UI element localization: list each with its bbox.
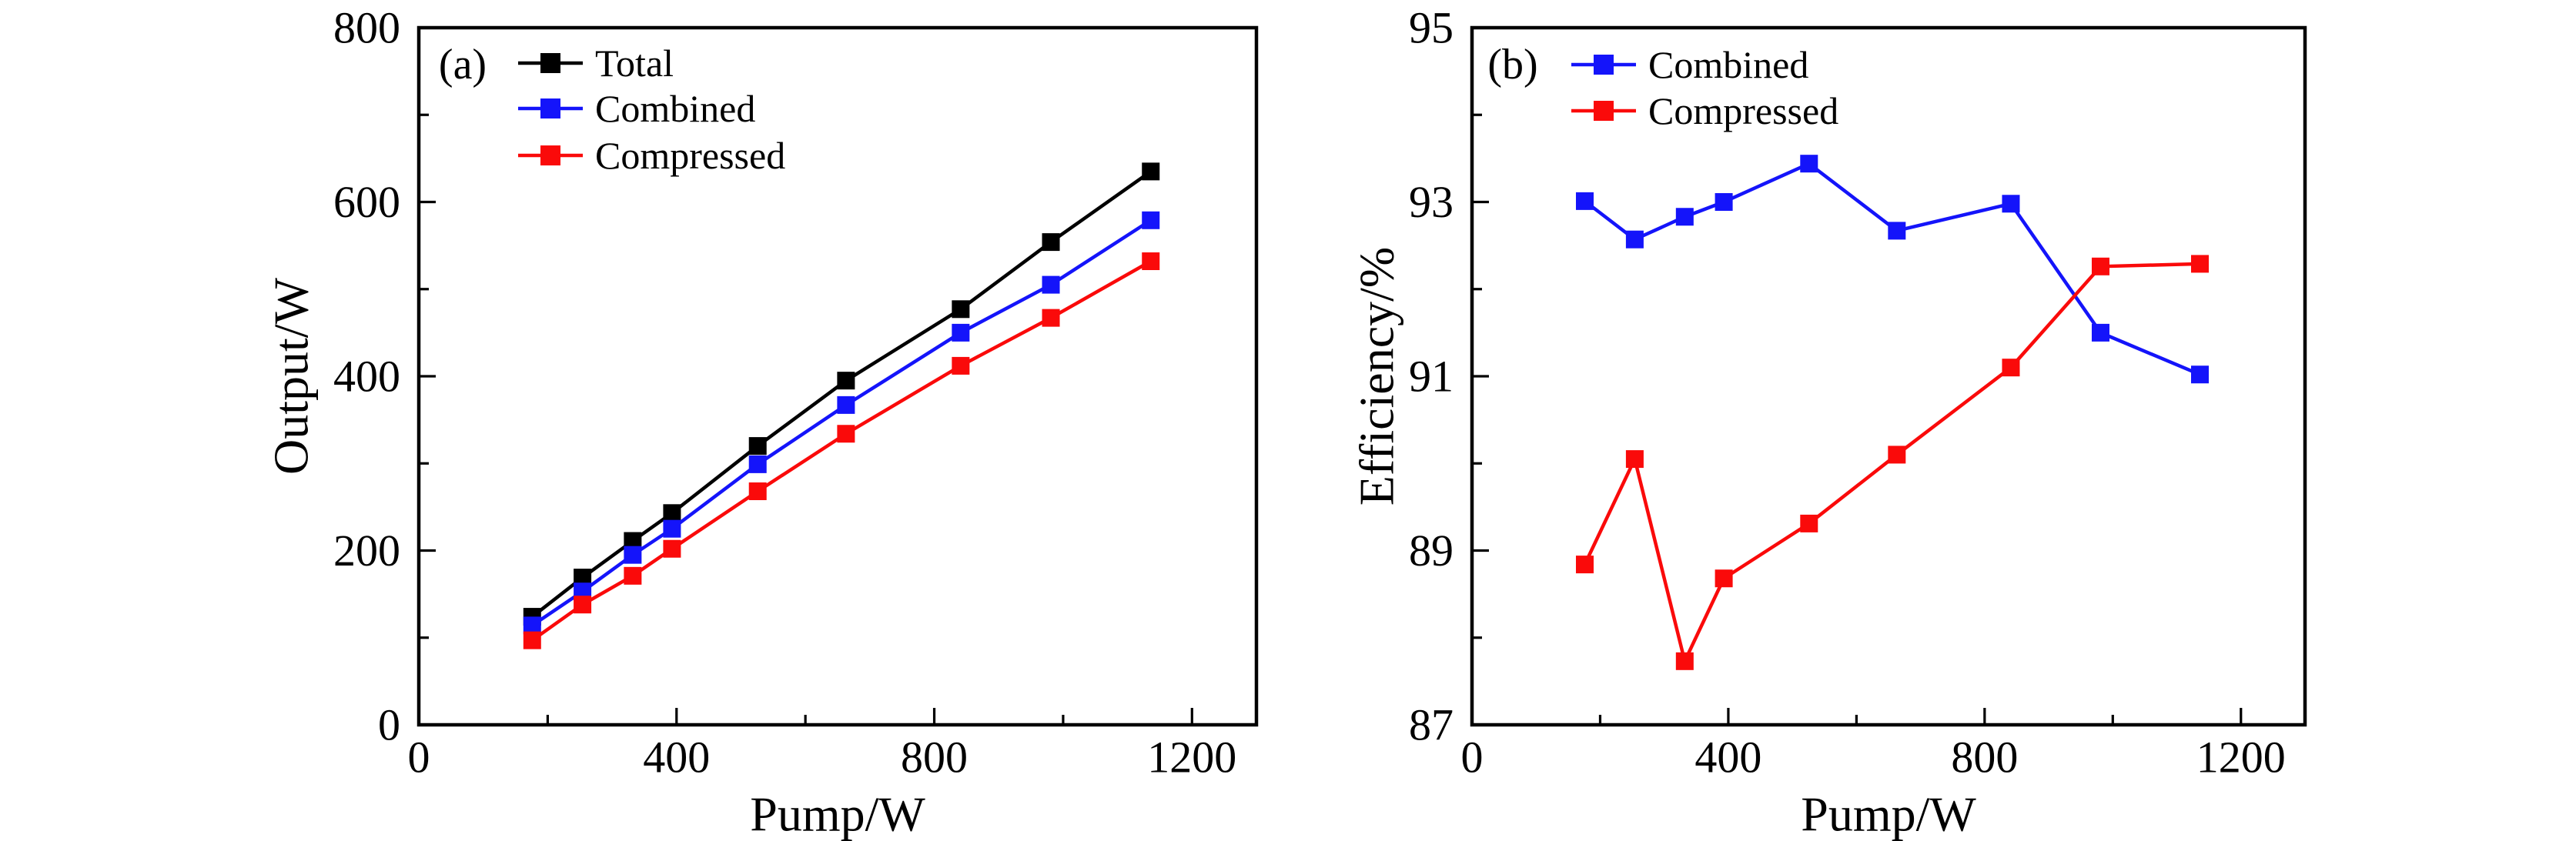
series-combined — [523, 211, 1160, 635]
y-tick-label: 200 — [333, 526, 400, 576]
axes-frame — [1470, 25, 2307, 727]
tick-labels: 0 400 800 1200 0 200 400 600 800 — [333, 3, 1236, 783]
legend-label: Total — [595, 42, 674, 85]
data-point-marker — [1625, 450, 1644, 469]
x-tick-label: 800 — [1951, 733, 2018, 783]
data-point-marker — [1888, 446, 1906, 464]
data-point-marker — [748, 482, 767, 500]
data-point-marker — [2002, 359, 2020, 377]
y-tick-label: 91 — [1409, 352, 1454, 402]
data-point-marker — [2191, 365, 2210, 384]
legend-marker-sample — [1594, 101, 1614, 121]
data-point-marker — [837, 395, 855, 414]
y-tick-label: 400 — [333, 352, 400, 402]
x-tick-label: 400 — [1694, 733, 1761, 783]
data-point-marker — [624, 532, 642, 550]
y-axis-title: Efficiency/% — [1350, 247, 1404, 506]
data-point-marker — [1575, 556, 1594, 574]
tick-labels: 0 400 800 1200 87 89 91 93 95 — [1409, 3, 2286, 783]
data-point-marker — [1888, 222, 1906, 240]
series-compressed — [523, 252, 1160, 649]
panel-a: 0 400 800 12000200400600800Pump/WOutput/W(a… — [264, 3, 1259, 841]
y-tick-label: 87 — [1409, 700, 1454, 750]
y-tick-label: 95 — [1409, 3, 1454, 53]
data-point-marker — [2191, 255, 2210, 273]
data-point-marker — [1800, 514, 1818, 532]
x-axis-title: Pump/W — [1801, 787, 1976, 841]
legend-marker-sample — [540, 98, 560, 118]
panel-b: 0 400 800 1200 87 89 91 93 95 Pump/W Efficiency/% (… — [1350, 3, 2307, 841]
y-tick-label: 600 — [333, 177, 400, 227]
data-point-marker — [574, 569, 592, 587]
axis-ticks — [1470, 26, 2243, 726]
data-point-marker — [523, 631, 541, 649]
data-point-marker — [523, 616, 541, 635]
y-axis-title: Output/W — [264, 277, 319, 475]
x-tick-label: 1200 — [1147, 733, 1236, 783]
x-tick-label: 0 — [408, 733, 430, 783]
data-point-marker — [1575, 192, 1594, 210]
data-point-marker — [952, 356, 970, 375]
y-tick-label: 93 — [1409, 177, 1454, 227]
series-combined — [1575, 155, 2210, 384]
data-point-marker — [624, 566, 642, 585]
y-tick-label: 800 — [333, 3, 400, 53]
data-point-marker — [1675, 652, 1694, 670]
legend-marker-sample — [1594, 55, 1614, 75]
data-point-marker — [2091, 323, 2109, 342]
data-point-marker — [837, 372, 855, 390]
data-point-marker — [1042, 233, 1060, 252]
data-point-marker — [1625, 230, 1644, 249]
legend-label: Compressed — [1648, 89, 1838, 132]
x-tick-label: 1200 — [2196, 733, 2286, 783]
data-point-marker — [663, 504, 681, 522]
x-tick-label: 400 — [643, 733, 710, 783]
data-point-marker — [952, 300, 970, 319]
data-point-marker — [748, 455, 767, 473]
data-point-marker — [1715, 569, 1733, 588]
panel-tag: (a) — [439, 41, 487, 88]
data-point-marker — [663, 519, 681, 538]
data-point-marker — [748, 437, 767, 456]
data-point-marker — [2091, 257, 2109, 275]
y-tick-label: 0 — [378, 700, 400, 750]
legend-label: Compressed — [595, 134, 785, 177]
data-point-marker — [1142, 252, 1160, 271]
panel-tag: (b) — [1487, 41, 1537, 88]
legend-marker-sample — [540, 145, 560, 165]
legend-label: Combined — [1648, 43, 1808, 86]
series-total — [523, 162, 1160, 626]
data-point-marker — [663, 539, 681, 558]
data-point-marker — [1715, 193, 1733, 211]
y-tick-label: 89 — [1409, 526, 1454, 576]
data-point-marker — [1800, 155, 1818, 173]
series-compressed — [1575, 255, 2210, 670]
data-point-marker — [952, 323, 970, 342]
data-point-marker — [1142, 162, 1160, 181]
data-point-marker — [2002, 195, 2020, 213]
data-point-marker — [574, 596, 592, 614]
data-point-marker — [1042, 275, 1060, 294]
x-tick-label: 0 — [1461, 733, 1484, 783]
x-tick-label: 800 — [901, 733, 968, 783]
data-point-marker — [1675, 208, 1694, 226]
legend-label: Combined — [595, 87, 755, 130]
axis-ticks — [417, 26, 1193, 726]
legend-marker-sample — [540, 53, 560, 73]
x-axis-title: Pump/W — [750, 787, 925, 841]
data-point-marker — [1042, 309, 1060, 327]
data-point-marker — [624, 546, 642, 564]
data-point-marker — [1142, 211, 1160, 229]
data-point-marker — [837, 425, 855, 443]
